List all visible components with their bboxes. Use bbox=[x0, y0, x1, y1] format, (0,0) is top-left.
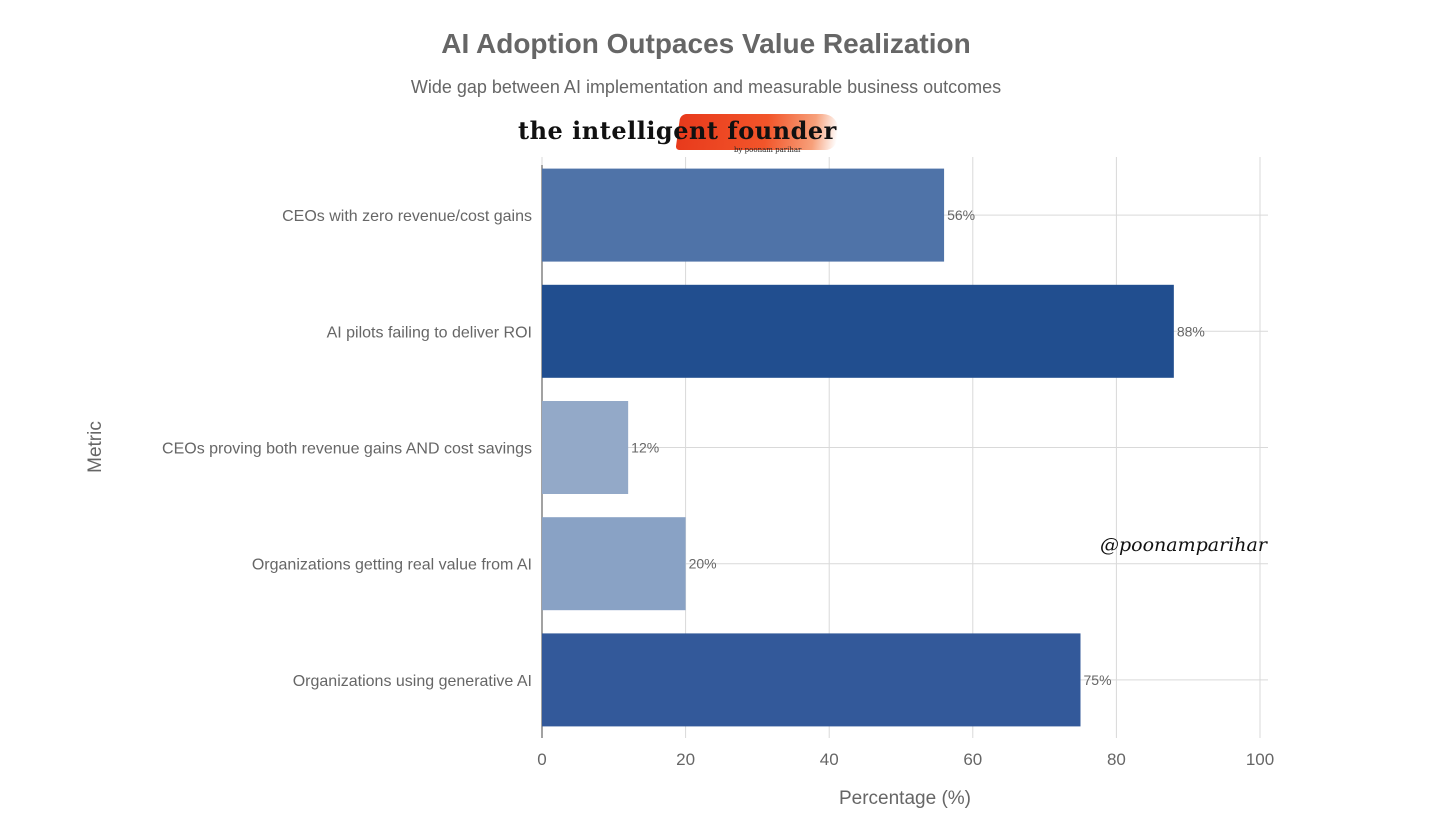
x-tick-label: 40 bbox=[820, 750, 839, 769]
category-label: Organizations getting real value from AI bbox=[252, 557, 532, 574]
social-handle: @poonamparihar bbox=[1100, 534, 1267, 556]
x-tick-label: 20 bbox=[676, 750, 695, 769]
chart-title: AI Adoption Outpaces Value Realization bbox=[441, 28, 971, 59]
bar bbox=[542, 633, 1081, 727]
x-tick-label: 100 bbox=[1246, 750, 1274, 769]
x-tick-labels: 0 20 40 60 80 100 bbox=[537, 750, 1274, 769]
y-axis-label: Metric bbox=[85, 421, 106, 473]
data-label: 56% bbox=[947, 207, 975, 223]
category-label: CEOs proving both revenue gains AND cost… bbox=[162, 441, 532, 458]
data-labels: 56% 88% 12% 20% 75% bbox=[631, 207, 1205, 688]
category-label: AI pilots failing to deliver ROI bbox=[327, 324, 532, 341]
x-tick-label: 80 bbox=[1107, 750, 1126, 769]
x-axis-label: Percentage (%) bbox=[839, 788, 971, 809]
bar bbox=[542, 401, 629, 494]
category-labels: CEOs with zero revenue/cost gains AI pilo… bbox=[162, 208, 532, 690]
chart-subtitle: Wide gap between AI implementation and m… bbox=[410, 77, 1002, 97]
data-label: 88% bbox=[1177, 323, 1205, 339]
logo-byline: by poonam parihar bbox=[734, 146, 802, 154]
bar bbox=[542, 168, 945, 262]
data-label: 75% bbox=[1084, 672, 1112, 688]
x-tick-label: 0 bbox=[537, 750, 546, 769]
logo-text: the intelligent founder bbox=[518, 116, 837, 145]
data-label: 12% bbox=[631, 440, 659, 456]
data-label: 20% bbox=[689, 556, 717, 572]
bar bbox=[542, 517, 686, 611]
x-tick-label: 60 bbox=[963, 750, 982, 769]
brand-logo: the intelligent founder by poonam pariha… bbox=[516, 112, 841, 158]
bars bbox=[542, 168, 1174, 727]
category-label: CEOs with zero revenue/cost gains bbox=[282, 208, 532, 225]
category-label: Organizations using generative AI bbox=[293, 673, 532, 690]
bar bbox=[542, 284, 1174, 378]
